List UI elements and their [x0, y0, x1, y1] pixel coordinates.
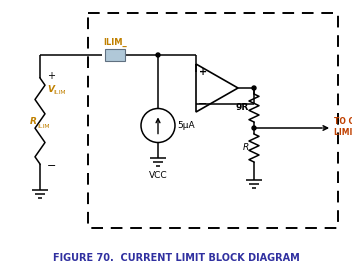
Text: VCC: VCC	[149, 171, 167, 179]
Text: V: V	[47, 86, 54, 94]
Bar	[105, 49, 125, 61]
Circle shape	[252, 86, 256, 90]
Text: R: R	[30, 117, 37, 125]
Text: FIGURE 70.  CURRENT LIMIT BLOCK DIAGRAM: FIGURE 70. CURRENT LIMIT BLOCK DIAGRAM	[53, 253, 299, 263]
Text: +: +	[47, 71, 55, 81]
Text: −: −	[198, 99, 208, 109]
Text: TO CURRENT
LIMIT LOGIC: TO CURRENT LIMIT LOGIC	[334, 117, 352, 137]
Text: ILIM_: ILIM_	[103, 38, 127, 47]
Text: R: R	[243, 143, 249, 153]
Circle shape	[252, 126, 256, 130]
Text: 5μA: 5μA	[177, 121, 195, 130]
Circle shape	[141, 109, 175, 142]
Circle shape	[156, 53, 160, 57]
Text: +: +	[199, 67, 207, 77]
Text: −: −	[47, 161, 56, 171]
Text: ILIM: ILIM	[37, 124, 50, 129]
Text: 9R: 9R	[236, 104, 249, 112]
Text: ILIM: ILIM	[53, 91, 65, 96]
